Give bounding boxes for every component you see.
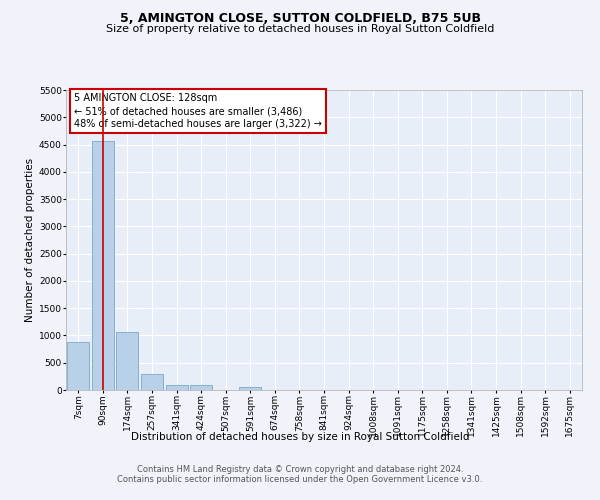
Bar bbox=[116, 332, 139, 390]
Text: Distribution of detached houses by size in Royal Sutton Coldfield: Distribution of detached houses by size … bbox=[131, 432, 469, 442]
Text: Size of property relative to detached houses in Royal Sutton Coldfield: Size of property relative to detached ho… bbox=[106, 24, 494, 34]
Text: Contains HM Land Registry data © Crown copyright and database right 2024.: Contains HM Land Registry data © Crown c… bbox=[137, 466, 463, 474]
Bar bbox=[190, 385, 212, 390]
Text: Contains public sector information licensed under the Open Government Licence v3: Contains public sector information licen… bbox=[118, 476, 482, 484]
Text: 5, AMINGTON CLOSE, SUTTON COLDFIELD, B75 5UB: 5, AMINGTON CLOSE, SUTTON COLDFIELD, B75… bbox=[119, 12, 481, 26]
Bar bbox=[92, 142, 114, 390]
Bar bbox=[67, 342, 89, 390]
Y-axis label: Number of detached properties: Number of detached properties bbox=[25, 158, 35, 322]
Text: 5 AMINGTON CLOSE: 128sqm
← 51% of detached houses are smaller (3,486)
48% of sem: 5 AMINGTON CLOSE: 128sqm ← 51% of detach… bbox=[74, 93, 322, 130]
Bar bbox=[141, 374, 163, 390]
Bar bbox=[239, 386, 262, 390]
Bar bbox=[166, 385, 188, 390]
